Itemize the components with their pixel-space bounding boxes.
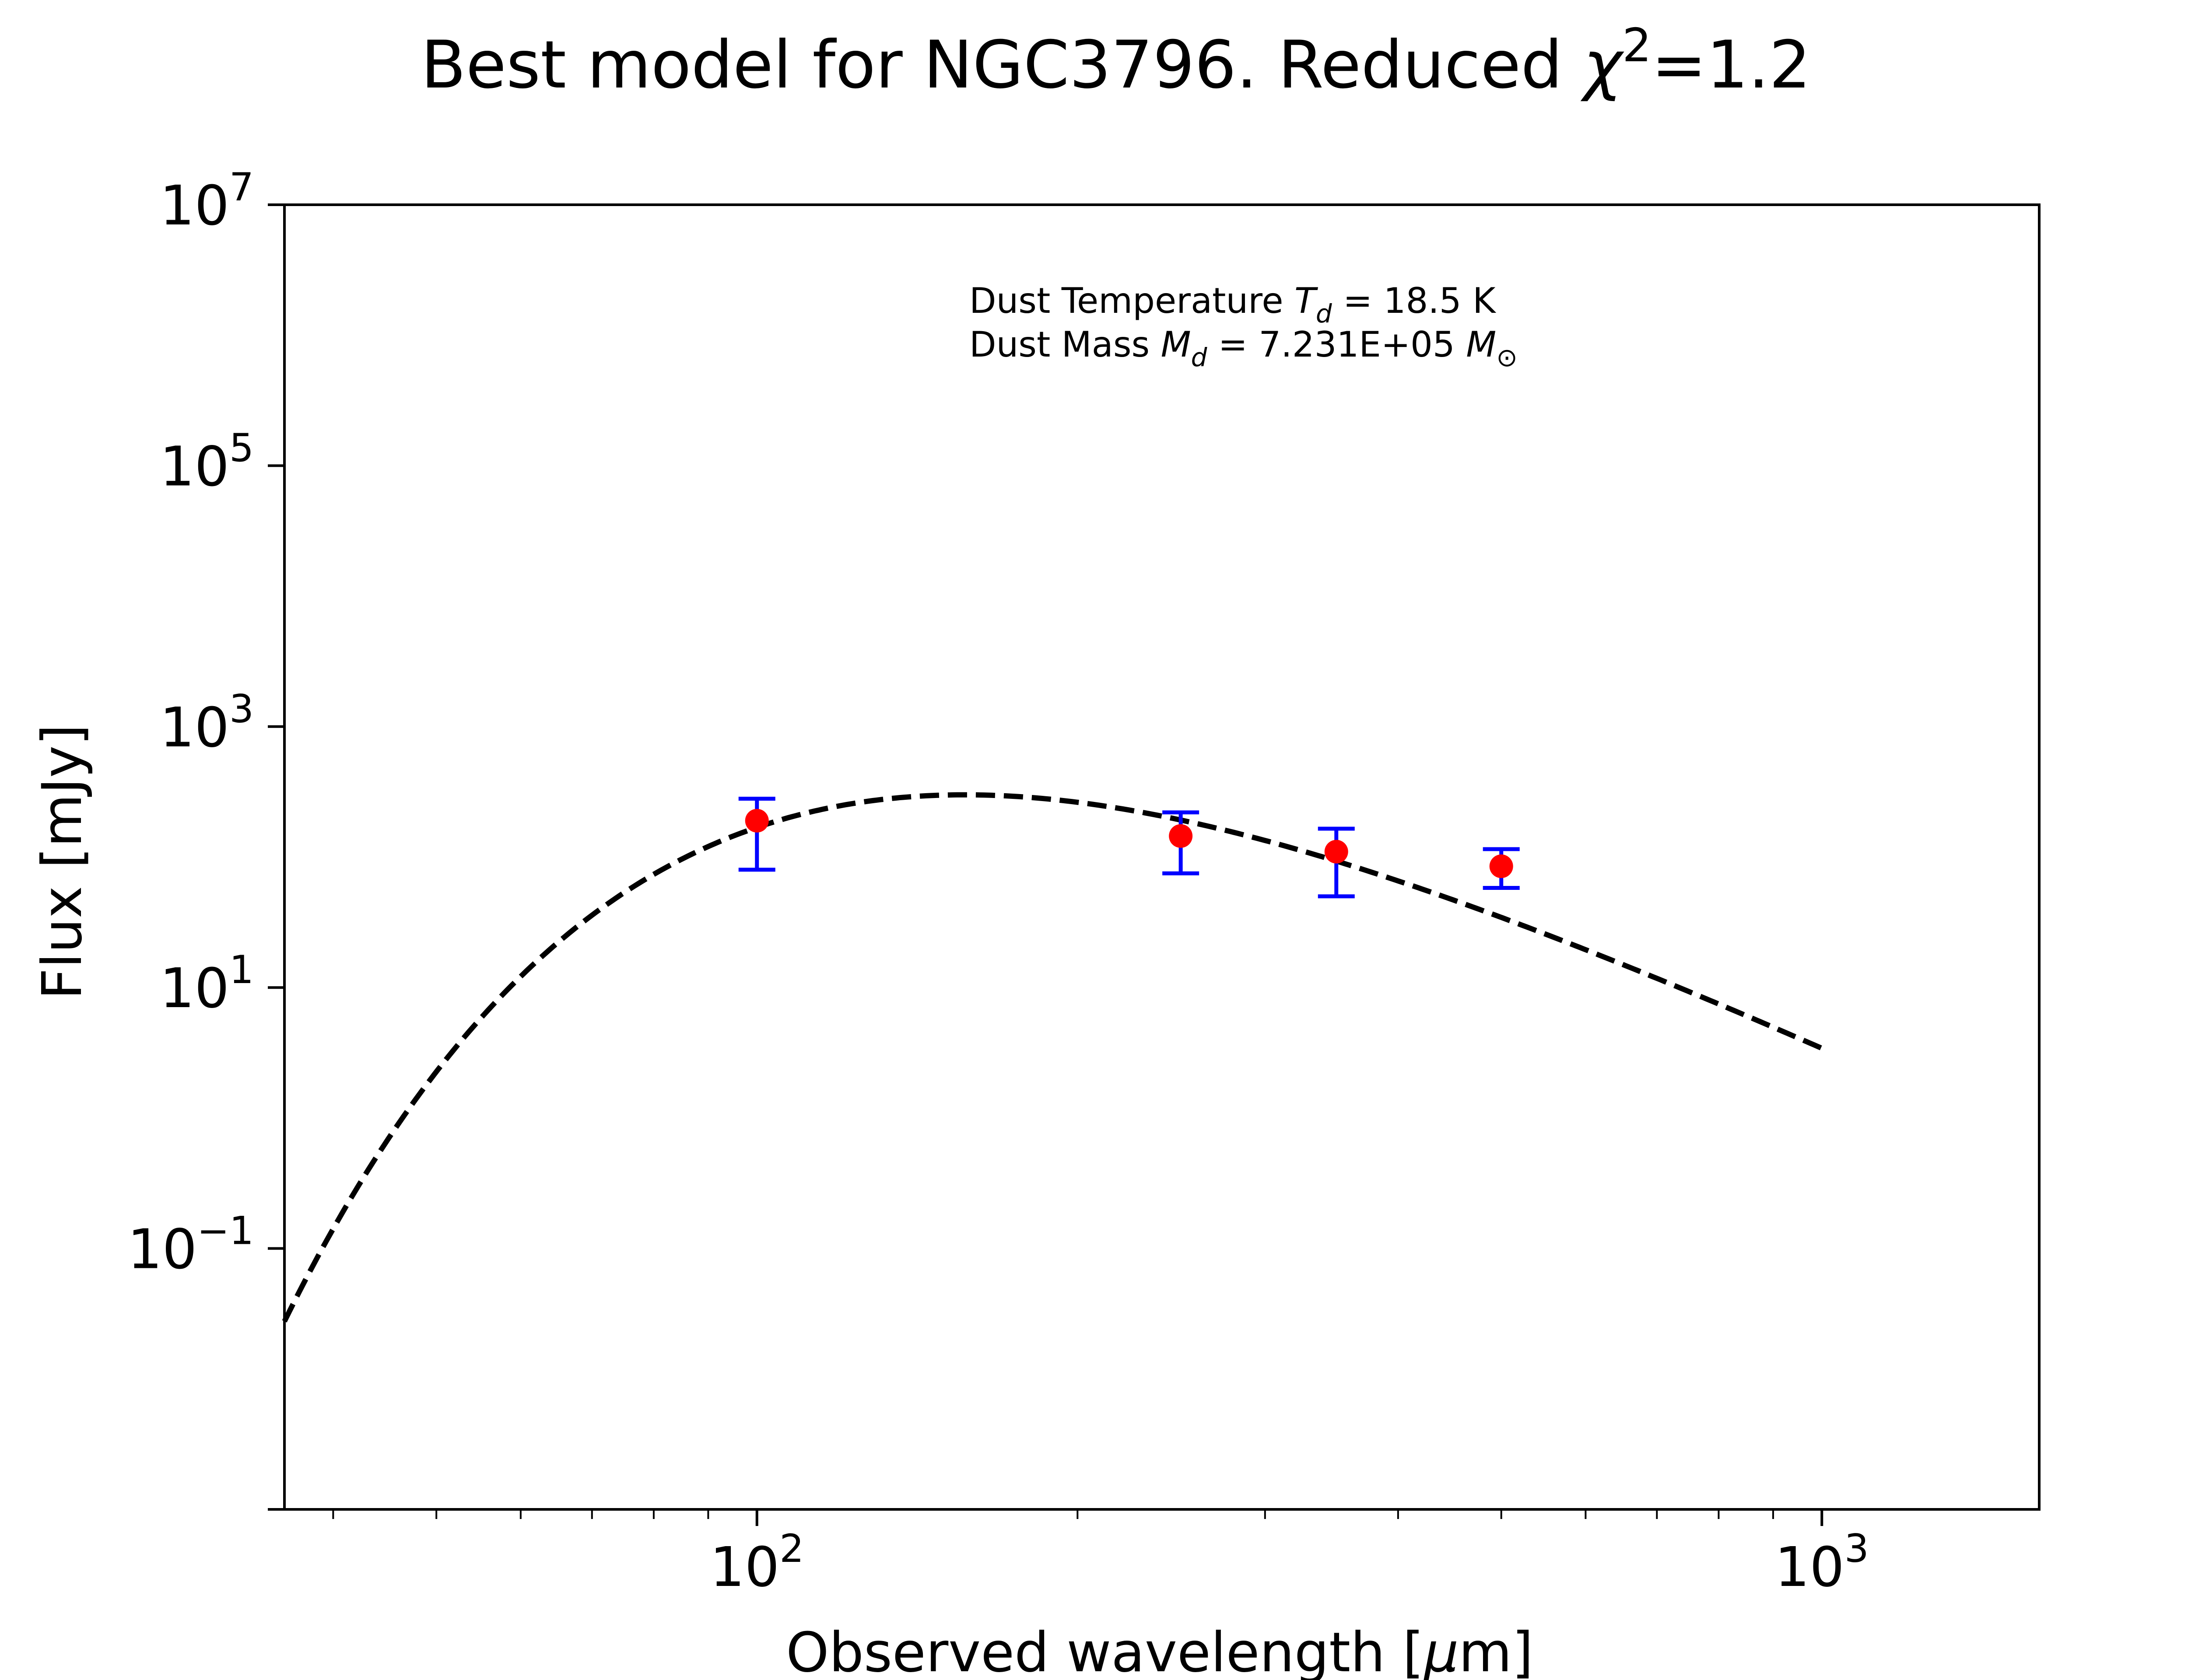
y-tick-label: 103	[160, 686, 254, 760]
observations-layer	[738, 797, 1520, 899]
data-point	[1324, 840, 1348, 864]
x-tick-label: 103	[1775, 1526, 1869, 1599]
data-point	[745, 808, 769, 833]
plot-frame	[283, 203, 2041, 1511]
y-tick-label: 105	[160, 425, 254, 498]
y-tick-label: 10−1	[127, 1208, 254, 1281]
x-tick-label: 102	[710, 1526, 804, 1599]
x-axis-label: Observed wavelength [μm]	[786, 1621, 1533, 1680]
axis-ticks: 102 103 10−1 101 103 105 107	[127, 164, 1869, 1599]
chart-title: Best model for NGC3796. Reduced χ2=1.2	[421, 19, 1811, 103]
data-point	[1489, 854, 1513, 878]
data-point	[1169, 824, 1193, 848]
y-tick-label: 107	[160, 164, 254, 238]
y-tick-label: 101	[160, 947, 254, 1020]
y-axis-label: Flux [mJy]	[31, 724, 94, 1000]
dust-temperature-annotation: Dust Temperature Td = 18.5 K	[969, 280, 1497, 329]
dust-mass-annotation: Dust Mass Md = 7.231E+05 M⊙	[969, 324, 1518, 372]
